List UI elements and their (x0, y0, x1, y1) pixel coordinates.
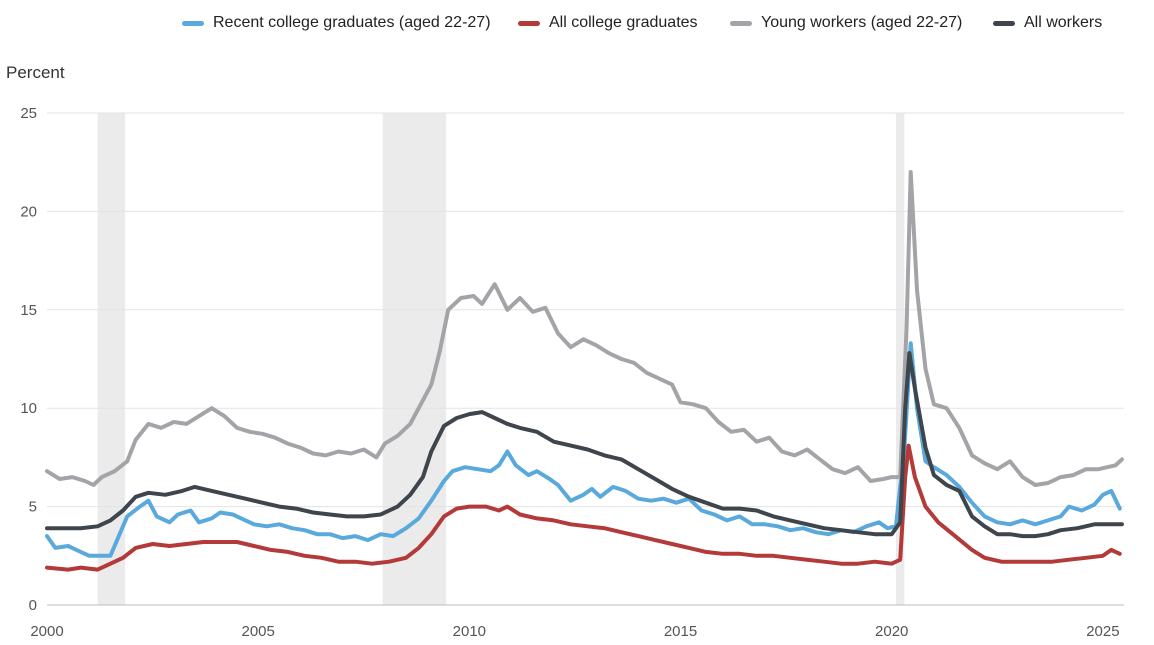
series-lines (45, 170, 1124, 572)
y-axis-label: Percent (6, 63, 65, 82)
recession-bands (97, 113, 905, 605)
legend-swatch (182, 20, 204, 26)
legend-label: All college graduates (549, 14, 698, 31)
x-tick-label: 2005 (241, 623, 274, 640)
y-tick-label: 25 (20, 105, 37, 122)
gridlines (47, 112, 1124, 606)
x-tick-label: 2020 (875, 623, 908, 640)
legend-swatch (730, 20, 752, 26)
y-tick-label: 10 (20, 400, 37, 417)
series-line-2[interactable] (45, 170, 1124, 487)
y-tick-label: 0 (29, 597, 37, 614)
legend-label: Recent college graduates (aged 22-27) (213, 14, 491, 31)
y-tick-label: 5 (29, 499, 37, 516)
legend-item-young-workers[interactable]: Young workers (aged 22-27) (730, 10, 962, 36)
legend-item-all-workers[interactable]: All workers (993, 10, 1102, 36)
x-tick-label: 2000 (30, 623, 63, 640)
series-line-3[interactable] (45, 351, 1124, 539)
chart-legend: Recent college graduates (aged 22-27) Al… (0, 10, 1154, 36)
legend-label: Young workers (aged 22-27) (761, 14, 963, 31)
x-tick-label: 2015 (664, 623, 697, 640)
legend-swatch (518, 20, 540, 26)
legend-item-recent-graduates[interactable]: Recent college graduates (aged 22-27) (182, 10, 491, 36)
legend-swatch (993, 20, 1015, 26)
y-tick-label: 15 (20, 302, 37, 319)
y-tick-label: 20 (20, 203, 37, 220)
series-line-1[interactable] (45, 443, 1122, 572)
x-tick-label: 2010 (453, 623, 486, 640)
legend-label: All workers (1024, 14, 1103, 31)
legend-item-all-college-graduates[interactable]: All college graduates (518, 10, 698, 36)
x-tick-label: 2025 (1086, 623, 1119, 640)
series-line-0[interactable] (45, 341, 1122, 558)
recession-band (895, 113, 905, 605)
